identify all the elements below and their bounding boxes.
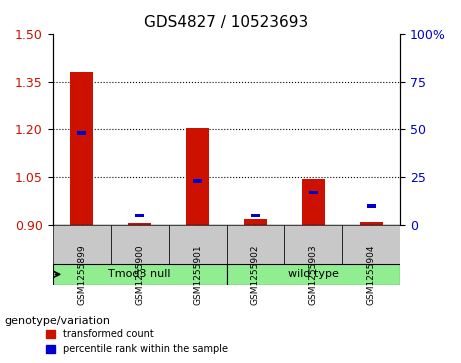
Text: GSM1255903: GSM1255903 xyxy=(309,245,318,305)
Bar xyxy=(128,224,151,225)
Bar xyxy=(186,128,209,225)
Bar xyxy=(360,222,383,225)
Text: GSM1255899: GSM1255899 xyxy=(77,245,86,305)
Text: Tmod3 null: Tmod3 null xyxy=(108,269,171,279)
Bar xyxy=(70,72,93,225)
FancyBboxPatch shape xyxy=(111,225,169,264)
Text: GSM1255902: GSM1255902 xyxy=(251,245,260,305)
Bar xyxy=(302,179,325,225)
FancyBboxPatch shape xyxy=(343,225,401,264)
FancyBboxPatch shape xyxy=(169,225,226,264)
Text: wild type: wild type xyxy=(288,269,339,279)
Bar xyxy=(244,219,267,225)
Text: genotype/variation: genotype/variation xyxy=(5,316,111,326)
FancyBboxPatch shape xyxy=(226,264,401,285)
Bar xyxy=(309,191,318,195)
Bar xyxy=(193,179,202,183)
FancyBboxPatch shape xyxy=(53,264,226,285)
Bar xyxy=(77,131,86,135)
FancyBboxPatch shape xyxy=(284,225,343,264)
Bar xyxy=(367,204,376,208)
Bar xyxy=(135,213,144,217)
FancyBboxPatch shape xyxy=(226,225,284,264)
FancyBboxPatch shape xyxy=(53,225,111,264)
Text: GSM1255904: GSM1255904 xyxy=(367,245,376,305)
Title: GDS4827 / 10523693: GDS4827 / 10523693 xyxy=(144,15,308,30)
Text: GSM1255900: GSM1255900 xyxy=(135,245,144,305)
Text: GSM1255901: GSM1255901 xyxy=(193,245,202,305)
Bar xyxy=(251,213,260,217)
Legend: transformed count, percentile rank within the sample: transformed count, percentile rank withi… xyxy=(42,326,232,358)
